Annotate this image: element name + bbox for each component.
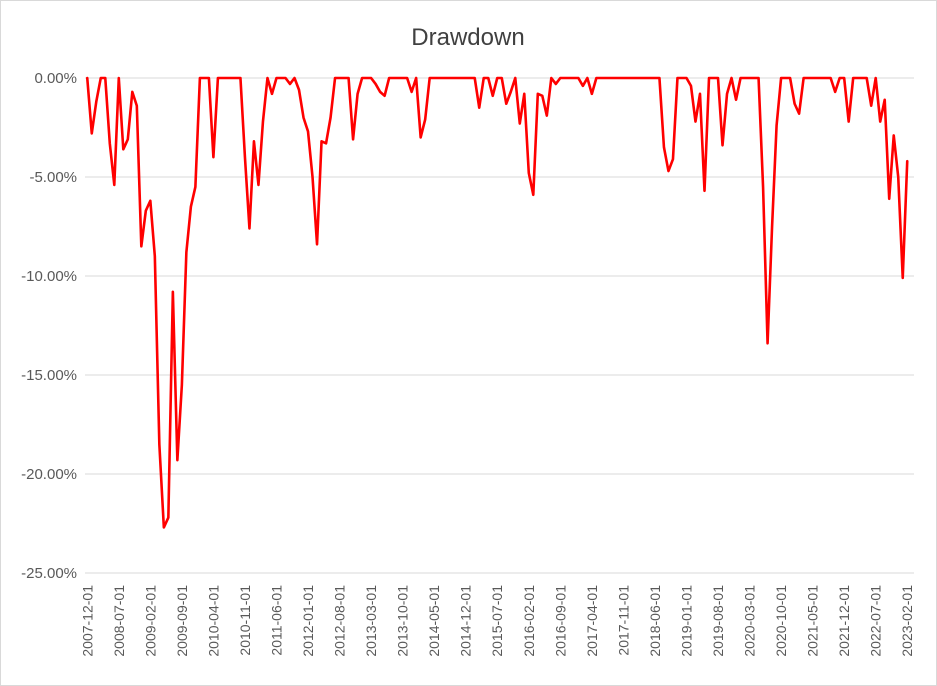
x-tick-label: 2014-05-01 — [426, 585, 442, 657]
drawdown-series-line — [85, 76, 909, 529]
x-tick-label: 2020-03-01 — [742, 585, 758, 657]
y-tick-label: 0.00% — [34, 70, 77, 87]
x-tick-label: 2014-12-01 — [458, 585, 474, 657]
y-tick-label: -25.00% — [21, 565, 77, 582]
x-tick-label: 2015-07-01 — [489, 585, 505, 657]
x-tick-label: 2021-05-01 — [805, 585, 821, 657]
y-tick-label: -20.00% — [21, 466, 77, 483]
x-tick-label: 2012-01-01 — [300, 585, 316, 657]
x-axis-tick-labels: 2007-12-01 2008-07-01 2009-02-01 2009-09-01… — [79, 585, 915, 657]
y-tick-label: -5.00% — [29, 169, 77, 186]
x-tick-label: 2010-11-01 — [237, 585, 253, 656]
y-tick-label: -10.00% — [21, 268, 77, 285]
x-tick-label: 2018-06-01 — [647, 585, 663, 657]
x-tick-label: 2009-02-01 — [142, 585, 158, 657]
gridlines — [85, 77, 914, 574]
x-tick-label: 2008-07-01 — [111, 585, 127, 657]
x-tick-label: 2016-09-01 — [552, 585, 568, 657]
x-tick-label: 2021-12-01 — [836, 585, 852, 657]
x-tick-label: 2013-03-01 — [363, 585, 379, 657]
series-layer — [85, 76, 909, 529]
x-tick-label: 2019-01-01 — [678, 585, 694, 657]
x-tick-label: 2020-10-01 — [773, 585, 789, 657]
x-tick-label: 2007-12-01 — [79, 585, 95, 657]
x-tick-label: 2010-04-01 — [205, 585, 221, 657]
x-tick-label: 2013-10-01 — [395, 585, 411, 657]
x-tick-label: 2012-08-01 — [332, 585, 348, 657]
x-tick-label: 2011-06-01 — [268, 585, 284, 656]
chart-title: Drawdown — [411, 24, 524, 51]
y-axis-tick-labels: 0.00% -5.00% -10.00% -15.00% -20.00% -25.00% — [21, 70, 77, 582]
x-tick-label: 2009-09-01 — [174, 585, 190, 657]
x-tick-label: 2019-08-01 — [710, 585, 726, 657]
y-tick-label: -15.00% — [21, 367, 77, 384]
x-tick-label: 2023-02-01 — [899, 585, 915, 657]
x-tick-label: 2016-02-01 — [521, 585, 537, 657]
x-tick-label: 2017-04-01 — [584, 585, 600, 657]
x-tick-label: 2022-07-01 — [868, 585, 884, 657]
x-tick-label: 2017-11-01 — [615, 585, 631, 656]
